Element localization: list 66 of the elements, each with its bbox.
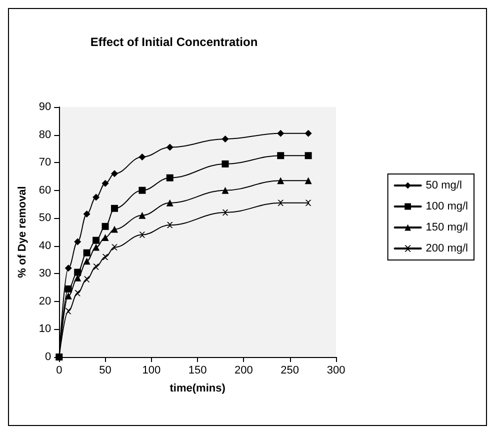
x-axis-title: time(mins): [170, 382, 226, 394]
point: [74, 268, 82, 276]
point: [93, 264, 100, 270]
point: [83, 258, 90, 265]
point: [74, 238, 82, 246]
x-tick-label: 200: [234, 364, 253, 376]
point: [102, 254, 108, 260]
point: [304, 130, 312, 137]
point: [74, 290, 81, 296]
x-tick-label: 100: [142, 364, 161, 376]
y-tick-label: 40: [38, 240, 52, 252]
point: [83, 249, 90, 256]
point: [277, 177, 284, 184]
y-tick-label: 30: [38, 268, 52, 280]
point: [277, 130, 284, 137]
chart-title: Effect of Initial Concentration: [90, 35, 258, 49]
point: [92, 236, 100, 244]
point: [65, 308, 72, 314]
y-tick-label: 70: [38, 156, 52, 169]
y-tick-label: 0: [45, 351, 52, 363]
y-tick-label: 90: [38, 101, 52, 113]
legend-label: 100 mg/l: [426, 200, 468, 212]
point: [278, 200, 284, 206]
legend-label: 50 mg/l: [426, 180, 462, 192]
y-tick-label: 60: [38, 184, 52, 196]
point: [139, 232, 146, 238]
point: [64, 285, 72, 292]
y-tick-label: 50: [38, 212, 52, 224]
point: [138, 212, 146, 219]
point: [83, 210, 90, 218]
point: [166, 174, 174, 182]
point: [166, 199, 174, 206]
legend-label: 200 mg/l: [426, 242, 468, 254]
point: [138, 154, 146, 160]
y-axis-title: % of Dye removal: [16, 186, 28, 278]
point: [92, 194, 100, 201]
point: [102, 180, 109, 187]
point: [111, 204, 118, 212]
point: [304, 152, 312, 160]
point: [277, 152, 284, 160]
point: [84, 276, 90, 282]
point: [102, 222, 109, 230]
point: [304, 177, 312, 184]
point: [111, 226, 118, 233]
point: [222, 186, 229, 194]
y-tick-label: 80: [38, 128, 52, 141]
y-tick-label: 20: [38, 295, 52, 308]
point: [64, 264, 72, 272]
x-tick-label: 50: [99, 364, 112, 376]
point: [222, 210, 228, 216]
point: [102, 234, 109, 242]
point: [111, 170, 118, 178]
point: [166, 144, 174, 151]
legend-label: 150 mg/l: [426, 222, 468, 234]
y-tick-label: 10: [38, 323, 52, 336]
point: [64, 292, 72, 300]
x-tick-label: 150: [188, 364, 207, 376]
point: [222, 160, 229, 168]
x-tick-label: 250: [280, 364, 300, 376]
x-tick-label: 0: [56, 364, 62, 376]
point: [222, 135, 229, 142]
x-tick-label: 300: [326, 364, 346, 376]
point: [305, 200, 312, 206]
point: [138, 186, 146, 194]
point: [92, 244, 100, 251]
point: [166, 222, 173, 228]
